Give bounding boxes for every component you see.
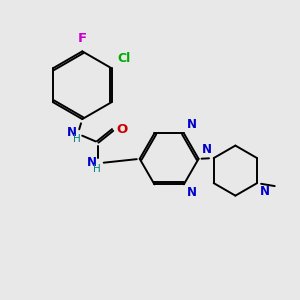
- Text: N: N: [66, 126, 76, 140]
- Text: H: H: [93, 164, 101, 173]
- Text: F: F: [78, 32, 87, 45]
- Text: N: N: [187, 186, 197, 199]
- Text: O: O: [117, 123, 128, 136]
- Text: N: N: [202, 143, 212, 156]
- Text: N: N: [87, 156, 97, 169]
- Text: N: N: [187, 118, 197, 131]
- Text: Cl: Cl: [117, 52, 130, 65]
- Text: H: H: [73, 134, 80, 144]
- Text: N: N: [260, 184, 269, 198]
